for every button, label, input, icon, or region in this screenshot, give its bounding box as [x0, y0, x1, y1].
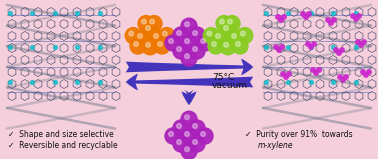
Point: [343, 76, 349, 78]
Circle shape: [177, 140, 181, 144]
Text: ✓  Shape and size selective: ✓ Shape and size selective: [8, 130, 114, 139]
Circle shape: [142, 22, 158, 38]
Point: [29, 46, 36, 49]
Point: [353, 46, 359, 49]
Circle shape: [138, 16, 154, 32]
Point: [308, 46, 314, 49]
Text: ✓  Reversible and recyclable: ✓ Reversible and recyclable: [8, 141, 118, 150]
Circle shape: [154, 38, 170, 54]
Point: [325, 19, 331, 21]
Circle shape: [228, 19, 232, 24]
Circle shape: [177, 47, 181, 51]
Circle shape: [165, 128, 181, 144]
Circle shape: [133, 42, 138, 46]
Circle shape: [150, 19, 154, 24]
Circle shape: [181, 111, 197, 127]
Circle shape: [220, 22, 236, 38]
Point: [285, 46, 291, 49]
Circle shape: [142, 39, 158, 55]
Point: [339, 49, 345, 51]
Circle shape: [125, 28, 141, 44]
Circle shape: [207, 31, 212, 36]
Circle shape: [177, 124, 181, 128]
Text: ✓  Purity over 91%  towards: ✓ Purity over 91% towards: [245, 130, 353, 139]
Circle shape: [189, 136, 205, 152]
Circle shape: [184, 115, 189, 120]
Point: [353, 12, 359, 14]
Circle shape: [193, 140, 197, 144]
Point: [279, 46, 285, 48]
Circle shape: [224, 16, 240, 32]
Circle shape: [189, 43, 205, 59]
Circle shape: [181, 143, 197, 159]
Point: [285, 12, 291, 14]
Point: [361, 41, 367, 43]
Circle shape: [181, 18, 197, 34]
Circle shape: [184, 54, 189, 59]
Point: [336, 52, 342, 54]
Point: [366, 71, 372, 73]
Point: [303, 16, 309, 18]
Circle shape: [173, 27, 189, 43]
Circle shape: [189, 120, 205, 136]
Point: [74, 12, 80, 14]
Point: [330, 12, 336, 14]
Circle shape: [134, 30, 150, 46]
Circle shape: [169, 39, 174, 43]
FancyBboxPatch shape: [5, 5, 117, 108]
Circle shape: [193, 31, 197, 35]
Circle shape: [237, 28, 253, 44]
Point: [7, 12, 13, 14]
Point: [263, 80, 269, 83]
FancyBboxPatch shape: [261, 5, 373, 108]
Point: [306, 13, 312, 15]
Circle shape: [197, 35, 213, 51]
Point: [96, 80, 102, 83]
Circle shape: [240, 31, 245, 36]
Circle shape: [193, 47, 197, 51]
Circle shape: [203, 28, 219, 44]
Circle shape: [220, 39, 236, 55]
Point: [273, 46, 279, 48]
Circle shape: [173, 43, 189, 59]
Point: [337, 76, 343, 78]
Point: [353, 80, 359, 83]
Circle shape: [173, 120, 189, 136]
Point: [308, 80, 314, 83]
Circle shape: [146, 42, 150, 47]
Circle shape: [232, 34, 236, 38]
Point: [263, 12, 269, 14]
Point: [276, 49, 282, 51]
Point: [313, 72, 319, 74]
Point: [333, 49, 339, 51]
Point: [52, 12, 58, 14]
Point: [275, 16, 281, 18]
Point: [331, 19, 337, 21]
Circle shape: [181, 128, 197, 144]
Point: [355, 41, 361, 43]
Circle shape: [158, 42, 163, 46]
Text: vacuum: vacuum: [212, 82, 248, 90]
Point: [7, 80, 13, 83]
Circle shape: [189, 27, 205, 43]
Circle shape: [193, 124, 197, 128]
Circle shape: [201, 39, 205, 43]
Circle shape: [146, 16, 162, 32]
Point: [283, 76, 289, 78]
Circle shape: [201, 132, 205, 136]
Point: [52, 80, 58, 83]
Point: [353, 18, 359, 20]
Point: [308, 12, 314, 14]
Point: [74, 46, 80, 49]
Point: [96, 46, 102, 49]
Circle shape: [224, 42, 228, 47]
Circle shape: [220, 19, 225, 24]
Circle shape: [184, 147, 189, 152]
Point: [281, 16, 287, 18]
Circle shape: [142, 19, 146, 24]
Circle shape: [184, 22, 189, 27]
Point: [29, 80, 36, 83]
Point: [96, 12, 102, 14]
Point: [278, 19, 284, 21]
